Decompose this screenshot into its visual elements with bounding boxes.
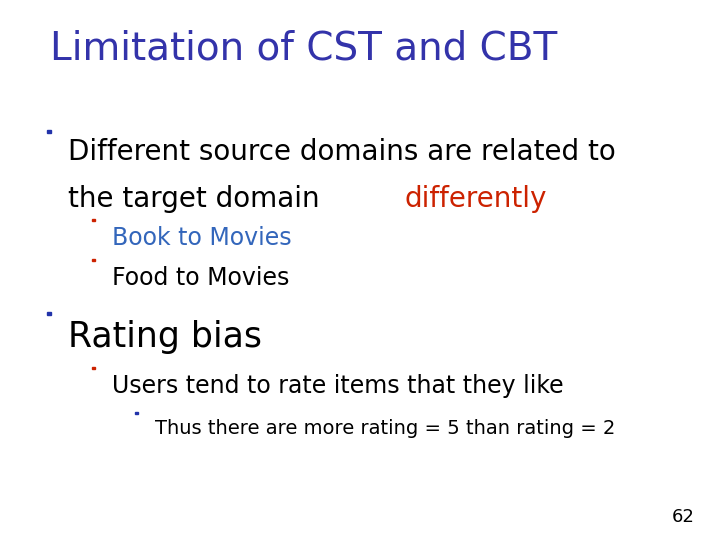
FancyBboxPatch shape (92, 259, 95, 261)
FancyBboxPatch shape (92, 219, 95, 221)
Text: Book to Movies: Book to Movies (112, 226, 291, 249)
FancyBboxPatch shape (47, 312, 50, 315)
FancyBboxPatch shape (47, 131, 50, 133)
Text: Rating bias: Rating bias (68, 320, 262, 354)
Text: differently: differently (405, 185, 547, 213)
FancyBboxPatch shape (135, 412, 138, 414)
Text: Thus there are more rating = 5 than rating = 2: Thus there are more rating = 5 than rati… (155, 418, 615, 437)
Text: 62: 62 (672, 509, 695, 526)
FancyBboxPatch shape (92, 367, 95, 369)
Text: Limitation of CST and CBT: Limitation of CST and CBT (50, 30, 558, 68)
Text: Food to Movies: Food to Movies (112, 266, 289, 289)
Text: Users tend to rate items that they like: Users tend to rate items that they like (112, 374, 563, 397)
Text: Different source domains are related to: Different source domains are related to (68, 138, 616, 166)
Text: the target domain: the target domain (68, 185, 329, 213)
